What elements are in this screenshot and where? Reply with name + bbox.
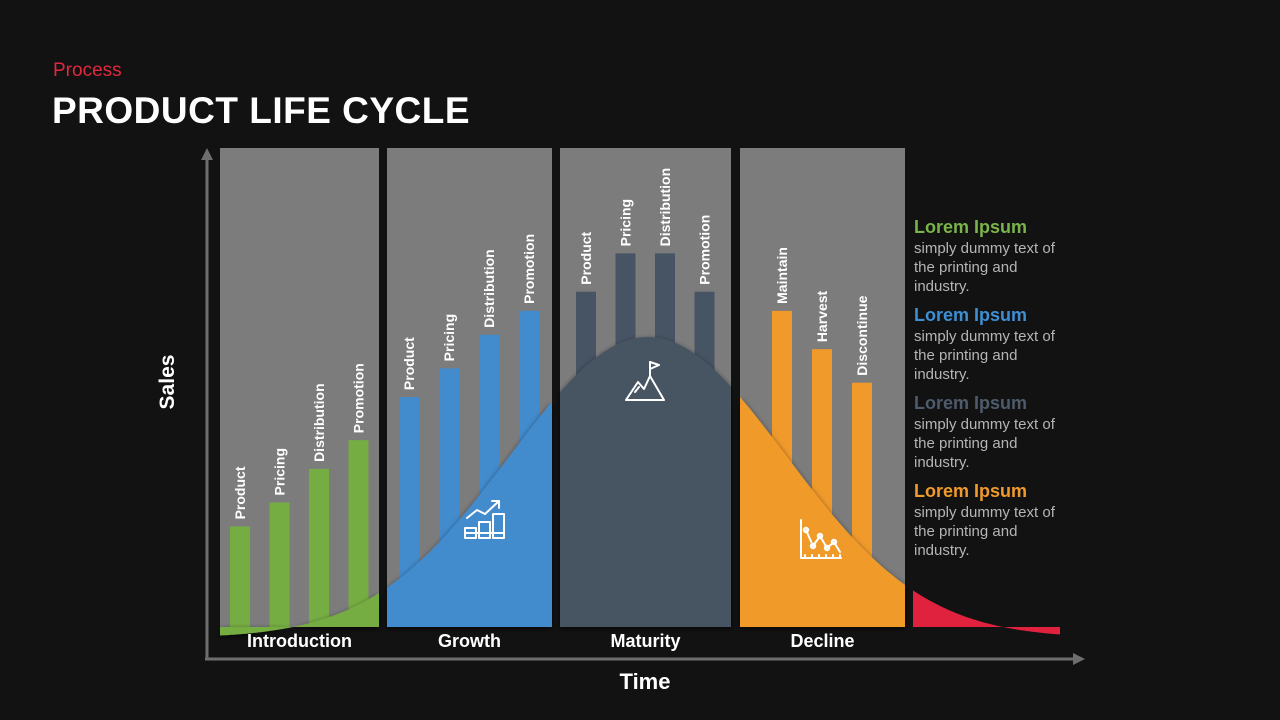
- bar-product: [230, 526, 250, 627]
- bar-label: Harvest: [814, 290, 830, 342]
- bar-distribution: [309, 468, 329, 627]
- x-axis-label: Time: [619, 669, 671, 694]
- decline-chart-icon: [800, 519, 842, 559]
- curve-area-maturity: [560, 337, 731, 627]
- curve-area-growth: [387, 401, 552, 627]
- bar-label: Discontinue: [854, 295, 870, 375]
- legend-heading: Lorem Ipsum: [914, 393, 1028, 413]
- legend-item: Lorem Ipsum simply dummy text of the pri…: [914, 392, 1089, 480]
- y-axis-label: Sales: [156, 354, 179, 410]
- stage-label: Growth: [438, 631, 501, 651]
- curve-area-decline: [740, 397, 905, 627]
- legend-text: simply dummy text of the printing and in…: [914, 504, 1055, 559]
- page-title: PRODUCT LIFE CYCLE: [52, 90, 471, 131]
- legend-item: Lorem Ipsum simply dummy text of the pri…: [914, 304, 1089, 392]
- legend: Lorem Ipsum simply dummy text of the pri…: [914, 216, 1089, 568]
- growth-chart-icon: [464, 500, 505, 539]
- bar-label: Maintain: [774, 247, 790, 304]
- y-axis-arrow: [201, 148, 213, 160]
- bar-label: Product: [578, 231, 594, 284]
- legend-heading: Lorem Ipsum: [914, 305, 1028, 325]
- legend-item: Lorem Ipsum simply dummy text of the pri…: [914, 216, 1089, 304]
- bar-label: Distribution: [481, 249, 497, 328]
- bar-label: Distribution: [657, 168, 673, 247]
- legend-heading: Lorem Ipsum: [914, 481, 1028, 501]
- stage-label: Maturity: [610, 631, 680, 651]
- stage-label: Decline: [790, 631, 854, 651]
- legend-text: simply dummy text of the printing and in…: [914, 328, 1055, 383]
- bar-label: Promotion: [697, 215, 713, 285]
- legend-item: Lorem Ipsum simply dummy text of the pri…: [914, 480, 1089, 568]
- stage-label-strip: [740, 627, 905, 655]
- bar-label: Pricing: [441, 314, 457, 361]
- bar-label: Pricing: [272, 448, 288, 495]
- bar-label: Distribution: [311, 383, 327, 462]
- stage-label: Introduction: [247, 631, 352, 651]
- bar-pricing: [269, 502, 290, 627]
- legend-text: simply dummy text of the printing and in…: [914, 416, 1055, 471]
- curve-area-introduction: [220, 593, 379, 636]
- bar-label: Product: [401, 337, 417, 390]
- bar-promotion: [348, 440, 369, 627]
- bar-label: Promotion: [521, 234, 537, 304]
- legend-heading: Lorem Ipsum: [914, 217, 1028, 237]
- mountain-flag-icon: [625, 361, 665, 401]
- legend-text: simply dummy text of the printing and in…: [914, 240, 1055, 295]
- stage-label-strip: [560, 627, 731, 655]
- x-axis-arrow: [1073, 653, 1085, 665]
- subtitle: Process: [53, 60, 122, 81]
- bar-label: Product: [232, 466, 248, 519]
- stage-label-strip: [387, 627, 552, 655]
- curve-area-tail: [913, 590, 1060, 635]
- bar-label: Promotion: [351, 363, 367, 433]
- bar-label: Pricing: [618, 199, 634, 246]
